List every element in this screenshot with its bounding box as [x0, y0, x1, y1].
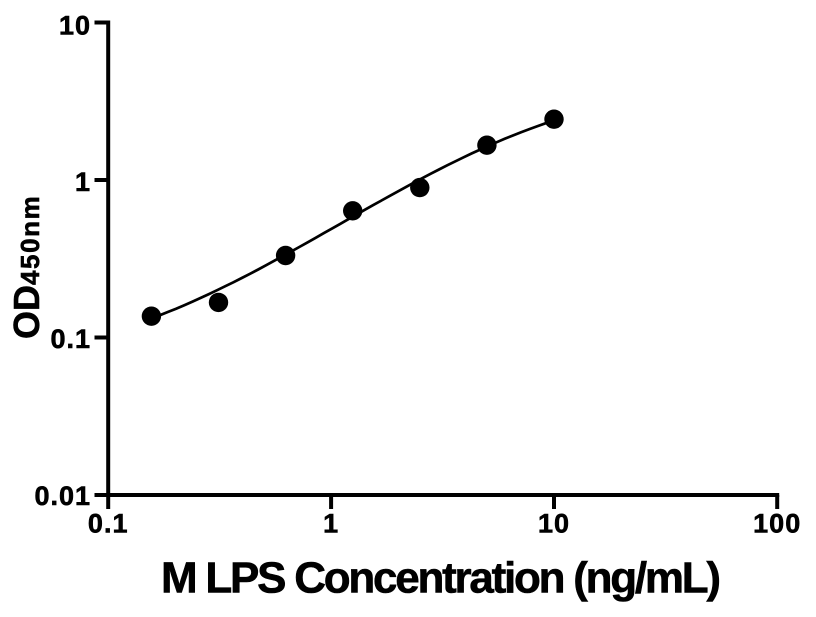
- svg-text:M LPS Concentration (ng/mL): M LPS Concentration (ng/mL): [161, 554, 721, 603]
- svg-text:10: 10: [538, 509, 570, 539]
- svg-text:1: 1: [323, 509, 339, 539]
- svg-text:1: 1: [75, 167, 91, 197]
- svg-text:0.1: 0.1: [50, 324, 91, 354]
- svg-text:0.1: 0.1: [88, 509, 129, 539]
- svg-text:100: 100: [753, 509, 801, 539]
- svg-text:0.01: 0.01: [34, 481, 91, 511]
- svg-text:10: 10: [59, 11, 91, 41]
